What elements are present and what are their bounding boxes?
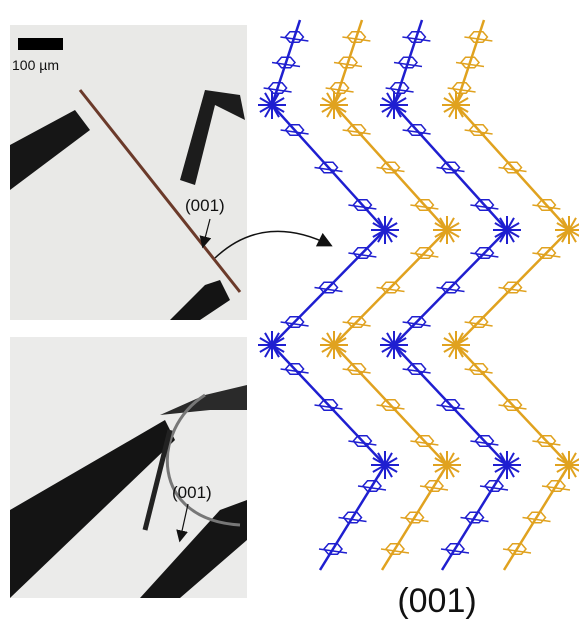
scale-bar: [18, 38, 63, 50]
structure-label: (001): [397, 582, 476, 620]
micrograph-bottom: [10, 337, 247, 598]
face-label: (001): [185, 196, 225, 215]
face-label: (001): [172, 483, 212, 502]
crystal-structure: [258, 20, 579, 570]
figure: 100 µm (001) (001) (001): [0, 0, 579, 622]
scale-label: 100 µm: [12, 57, 59, 73]
page: 100 µm (001) (001) (001) (() => { const …: [0, 0, 579, 622]
